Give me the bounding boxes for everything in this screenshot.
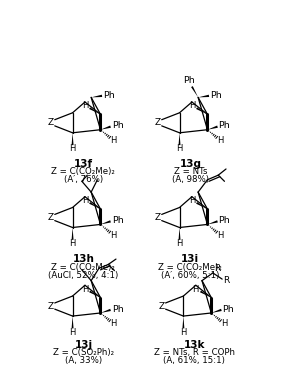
Polygon shape — [72, 316, 74, 328]
Text: 13g: 13g — [179, 159, 201, 169]
Text: Ph: Ph — [103, 90, 115, 100]
Polygon shape — [207, 126, 218, 130]
Text: Z = C(SO₂Ph)₂: Z = C(SO₂Ph)₂ — [53, 348, 114, 357]
Text: (A, 61%, 15:1): (A, 61%, 15:1) — [163, 356, 225, 365]
Text: H: H — [110, 231, 117, 240]
Text: H: H — [221, 319, 228, 328]
Polygon shape — [207, 220, 218, 224]
Text: Ph: Ph — [112, 121, 123, 130]
Text: 13h: 13h — [72, 255, 94, 265]
Text: Ph: Ph — [112, 305, 123, 314]
Polygon shape — [100, 309, 111, 313]
Text: Z = C(CO₂Me)₂: Z = C(CO₂Me)₂ — [52, 168, 115, 177]
Polygon shape — [179, 133, 181, 145]
Text: Z: Z — [159, 301, 165, 310]
Text: R: R — [215, 264, 221, 273]
Text: H: H — [69, 328, 76, 337]
Text: Z: Z — [48, 301, 54, 310]
Text: 13i: 13i — [181, 255, 200, 265]
Polygon shape — [89, 202, 100, 209]
Text: H: H — [189, 101, 195, 110]
Text: Z: Z — [155, 213, 161, 222]
Polygon shape — [211, 309, 222, 313]
Text: H: H — [82, 101, 88, 110]
Polygon shape — [198, 95, 209, 97]
Text: Ph: Ph — [210, 90, 222, 100]
Polygon shape — [89, 107, 100, 114]
Text: Z = C(CO₂Me)₂: Z = C(CO₂Me)₂ — [158, 263, 222, 272]
Text: (A, 98%): (A, 98%) — [172, 175, 209, 184]
Text: H: H — [82, 196, 88, 205]
Text: 13j: 13j — [74, 340, 93, 350]
Text: H: H — [69, 144, 76, 154]
Text: H: H — [180, 328, 186, 337]
Text: (A′, 60%, 5:1): (A′, 60%, 5:1) — [161, 271, 220, 280]
Text: H: H — [82, 285, 88, 294]
Text: Z = NTs, R = COPh: Z = NTs, R = COPh — [154, 348, 235, 357]
Text: Z = NTs: Z = NTs — [174, 168, 207, 177]
Text: H: H — [176, 144, 183, 154]
Text: Z: Z — [48, 118, 54, 127]
Polygon shape — [191, 86, 198, 97]
Polygon shape — [91, 95, 102, 97]
Text: Z: Z — [155, 118, 161, 127]
Polygon shape — [72, 227, 74, 240]
Text: H: H — [217, 231, 224, 240]
Text: Z: Z — [48, 213, 54, 222]
Text: Z = C(CO₂Me)₂: Z = C(CO₂Me)₂ — [52, 263, 115, 272]
Text: 13k: 13k — [183, 340, 205, 350]
Text: H: H — [110, 319, 117, 328]
Text: H: H — [217, 136, 224, 145]
Text: H: H — [189, 196, 195, 205]
Polygon shape — [196, 107, 207, 114]
Text: H: H — [69, 239, 76, 248]
Text: (AuCl, 52%, 4:1): (AuCl, 52%, 4:1) — [48, 271, 119, 280]
Polygon shape — [100, 126, 111, 130]
Polygon shape — [72, 133, 74, 145]
Text: H: H — [176, 239, 183, 248]
Text: Ph: Ph — [218, 121, 230, 130]
Text: H: H — [193, 285, 199, 294]
Text: Ph: Ph — [218, 216, 230, 225]
Polygon shape — [100, 220, 111, 224]
Text: Ph: Ph — [222, 305, 234, 314]
Polygon shape — [183, 316, 184, 328]
Text: Ph: Ph — [183, 76, 195, 85]
Text: (A, 33%): (A, 33%) — [65, 356, 102, 365]
Text: H: H — [110, 136, 117, 145]
Text: R: R — [223, 276, 229, 285]
Polygon shape — [200, 291, 211, 298]
Text: (A′, 76%): (A′, 76%) — [64, 175, 103, 184]
Polygon shape — [196, 202, 207, 209]
Polygon shape — [179, 227, 181, 240]
Polygon shape — [89, 291, 100, 298]
Text: 13f: 13f — [74, 159, 93, 169]
Text: Ph: Ph — [112, 216, 123, 225]
